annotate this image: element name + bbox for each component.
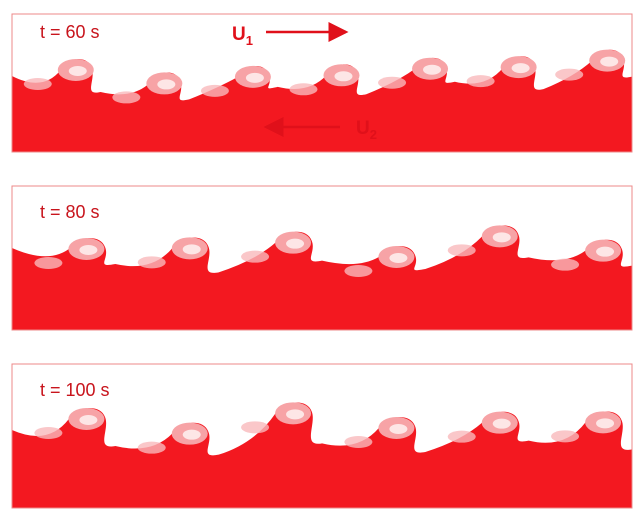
flow-shape (69, 66, 87, 76)
panel (12, 402, 632, 508)
flow-shape (467, 75, 495, 87)
flow-shape (24, 78, 52, 90)
flow-shape (555, 69, 583, 81)
flow-shape (596, 247, 614, 257)
flow-shape (34, 257, 62, 269)
flow-shape (551, 430, 579, 442)
flow-shape (389, 253, 407, 263)
panel (12, 50, 632, 152)
panel-label: t = 80 s (40, 202, 100, 222)
flow-shape (551, 259, 579, 271)
flow-shape (334, 71, 352, 81)
flow-shape (344, 265, 372, 277)
flow-shape (241, 251, 269, 263)
flow-shape (286, 409, 304, 419)
flow-shape (157, 79, 175, 89)
flow-shape (493, 232, 511, 242)
flow-shape (423, 65, 441, 75)
flow-shape (79, 245, 97, 255)
flow-shape (138, 442, 166, 454)
flow-shape (600, 57, 618, 67)
panel-label: t = 60 s (40, 22, 100, 42)
flow-shape (112, 91, 140, 103)
flow-shape (241, 421, 269, 433)
flow-shape (389, 424, 407, 434)
flow-shape (289, 83, 317, 95)
flow-shape (286, 239, 304, 249)
flow-shape (12, 50, 632, 152)
figure: t = 60 s t = 80 s t = 100 s U1 U2 (0, 0, 639, 512)
flow-shape (378, 77, 406, 89)
flow-shape (448, 431, 476, 443)
flow-shape (79, 415, 97, 425)
flow-shape (344, 436, 372, 448)
flow-shape (12, 402, 632, 508)
flow-shape (596, 418, 614, 428)
flow-shape (448, 244, 476, 256)
flow-shape (201, 85, 229, 97)
flow-shape (183, 244, 201, 254)
flow-shape (493, 419, 511, 429)
flow-shape (12, 225, 632, 330)
velocity-label: U1 (232, 24, 253, 48)
flow-shape (512, 63, 530, 73)
flow-shape (34, 427, 62, 439)
panel-label: t = 100 s (40, 380, 110, 400)
panel (12, 225, 632, 330)
flow-shape (138, 256, 166, 268)
flow-shape (183, 430, 201, 440)
flow-shape (246, 73, 264, 83)
